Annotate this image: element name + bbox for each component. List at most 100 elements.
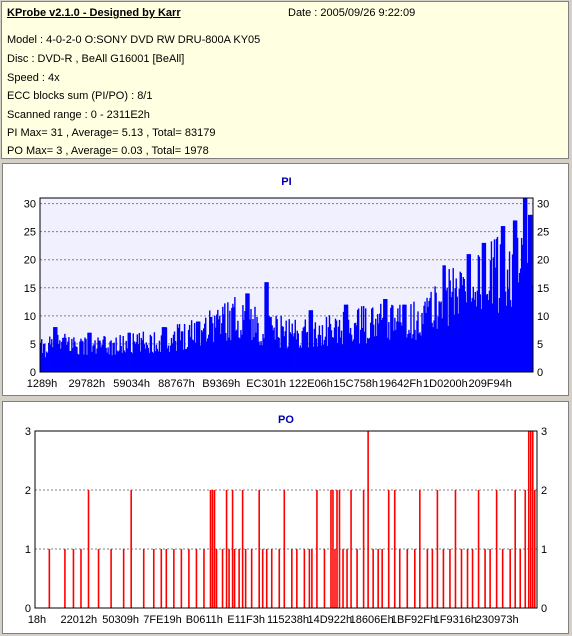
pi-bar — [147, 347, 150, 372]
pi-bar — [279, 347, 281, 372]
pi-bar — [419, 332, 421, 372]
po-bar — [436, 490, 439, 608]
pi-bar — [269, 317, 271, 372]
pi-bar — [431, 322, 433, 372]
pi-bar — [92, 345, 94, 372]
y-tick-label-left: 0 — [30, 367, 36, 379]
pi-bar — [149, 334, 152, 372]
pi-bar — [145, 342, 148, 372]
po-bar — [419, 490, 421, 608]
pi-bar — [464, 291, 466, 372]
pi-bar — [232, 303, 234, 372]
pi-bar — [133, 341, 135, 372]
po-bar — [225, 490, 228, 608]
x-tick-label: 88767h — [158, 378, 195, 390]
pi-bar — [501, 226, 504, 372]
pi-bar — [254, 306, 256, 372]
pi-bar — [313, 328, 316, 372]
pi-bar — [244, 311, 246, 372]
po-bar — [323, 549, 326, 608]
pi-bar — [144, 348, 147, 372]
pi-bar — [277, 336, 279, 372]
po-chart-panel: PO 0 0 1 1 2 2 3 3 18h 22012h 50309h 7FE19h B0611h E11… — [2, 401, 569, 634]
pi-bar — [417, 311, 419, 372]
pi-bar — [455, 278, 457, 372]
pi-bar — [166, 348, 169, 372]
pi-bar — [167, 345, 170, 372]
pi-bar — [209, 310, 211, 372]
pi-bar — [176, 324, 179, 372]
pi-bar — [117, 351, 119, 372]
pi-bar — [278, 337, 280, 372]
pi-bar — [56, 327, 58, 372]
pi-bar — [353, 323, 356, 372]
po-bar — [80, 549, 82, 608]
pi-bar — [429, 297, 431, 372]
pi-bar — [168, 352, 171, 372]
pi-bar — [67, 341, 69, 372]
pi-bar — [315, 338, 318, 372]
pi-bar — [179, 340, 182, 372]
pi-bar — [271, 325, 273, 372]
pi-bar — [370, 322, 372, 372]
pi-bar — [81, 340, 83, 372]
po-bar — [215, 549, 218, 608]
pi-bar — [387, 337, 389, 372]
po-bar — [296, 549, 298, 608]
pi-bar — [235, 330, 237, 372]
pi-bar — [256, 317, 258, 372]
pi-bar — [446, 287, 448, 372]
po-bar — [372, 549, 374, 608]
po-bar — [203, 549, 205, 608]
pi-bar — [333, 327, 336, 372]
pi-bar — [263, 338, 265, 372]
pi-bar — [416, 320, 418, 372]
pi-bar — [213, 342, 215, 372]
pi-chart: PI 0 0 5 5 10 10 15 15 20 20 25 25 30 30 1289h 29782h 590… — [24, 176, 550, 390]
y-tick-label-left: 0 — [25, 603, 31, 615]
pi-bar — [169, 345, 172, 372]
pi-bar — [504, 291, 507, 372]
pi-bar — [186, 347, 189, 372]
y-tick-label-left: 1 — [25, 544, 31, 556]
scanned-range: Scanned range : 0 - 2311E2h — [7, 109, 150, 121]
pi-bar — [128, 332, 130, 372]
pi-bar — [41, 339, 43, 372]
pi-bar — [401, 325, 403, 372]
pi-bar — [204, 323, 206, 372]
po-bar — [336, 490, 338, 608]
pi-stats: PI Max= 31 , Average= 5.13 , Total= 8317… — [7, 127, 216, 139]
pi-bar — [295, 339, 297, 372]
pi-bar — [372, 307, 374, 372]
pi-bar — [298, 347, 300, 372]
pi-bar — [373, 324, 375, 372]
pi-bar — [46, 351, 48, 372]
pi-bar — [484, 242, 487, 372]
y-tick-label-left: 5 — [30, 339, 36, 351]
pi-bar — [292, 336, 294, 372]
pi-bar — [202, 328, 205, 372]
pi-bar — [123, 350, 125, 372]
pi-bar — [124, 352, 126, 372]
pi-bar — [321, 325, 324, 372]
pi-bar — [233, 307, 235, 372]
pi-bar — [165, 327, 168, 372]
pi-bar — [218, 319, 220, 372]
x-tick-label: 15C758h — [333, 378, 378, 390]
pi-bar — [231, 307, 233, 372]
pi-bar — [462, 277, 464, 372]
pi-bar — [418, 333, 420, 372]
pi-bar — [272, 330, 274, 372]
scan-speed: Speed : 4x — [7, 72, 60, 84]
pi-bar — [281, 326, 283, 372]
pi-bar — [529, 214, 532, 372]
pi-bar — [171, 343, 174, 372]
x-tick-label: 115238h — [267, 614, 309, 626]
po-bar — [466, 549, 469, 608]
pi-bar — [335, 320, 338, 372]
pi-bar — [314, 322, 317, 372]
pi-bar — [241, 334, 243, 372]
pi-bar — [426, 297, 428, 372]
po-bar — [270, 549, 273, 608]
po-bar — [303, 549, 306, 608]
